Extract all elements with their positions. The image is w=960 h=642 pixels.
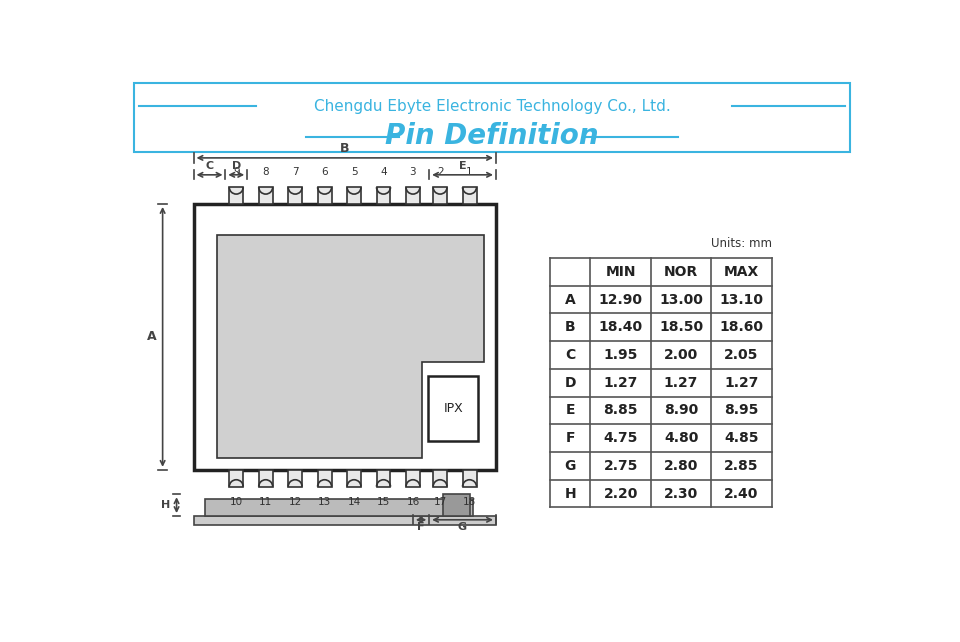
Bar — [433, 187, 447, 204]
Text: 11: 11 — [259, 497, 273, 507]
Bar — [428, 376, 478, 441]
Bar — [288, 470, 302, 487]
Text: A: A — [147, 331, 156, 343]
Text: 1.95: 1.95 — [604, 348, 637, 362]
Bar — [406, 470, 420, 487]
Text: 9: 9 — [233, 167, 240, 177]
Text: 8.95: 8.95 — [725, 403, 758, 417]
Bar — [229, 187, 243, 204]
Text: D: D — [231, 160, 241, 171]
Bar — [259, 470, 273, 487]
Bar — [463, 187, 476, 204]
Text: 18.60: 18.60 — [720, 320, 763, 334]
Bar — [444, 494, 470, 516]
Bar — [376, 187, 391, 204]
Text: 3: 3 — [410, 167, 417, 177]
Text: 15: 15 — [377, 497, 390, 507]
Text: MIN: MIN — [606, 265, 636, 279]
Bar — [463, 470, 476, 487]
Bar — [259, 187, 273, 204]
Text: A: A — [564, 293, 576, 307]
Bar — [205, 499, 472, 516]
Text: H: H — [161, 500, 170, 510]
Text: Pin Definition: Pin Definition — [385, 121, 599, 150]
Text: Units: mm: Units: mm — [710, 238, 772, 250]
Text: NOR: NOR — [664, 265, 698, 279]
Text: 2.80: 2.80 — [664, 459, 698, 473]
Text: 4.85: 4.85 — [724, 431, 758, 445]
Text: F: F — [565, 431, 575, 445]
Text: B: B — [565, 320, 576, 334]
Text: IPX: IPX — [444, 402, 463, 415]
Text: 8.85: 8.85 — [604, 403, 637, 417]
Text: 1.27: 1.27 — [664, 376, 698, 390]
Text: MAX: MAX — [724, 265, 759, 279]
Text: 2.05: 2.05 — [725, 348, 758, 362]
Text: 2.85: 2.85 — [724, 459, 758, 473]
Text: C: C — [205, 160, 213, 171]
Text: 13.00: 13.00 — [660, 293, 703, 307]
Text: 1.27: 1.27 — [604, 376, 637, 390]
Text: 4: 4 — [380, 167, 387, 177]
Text: 12.90: 12.90 — [599, 293, 642, 307]
Text: 18.40: 18.40 — [599, 320, 642, 334]
Text: 2.20: 2.20 — [604, 487, 637, 501]
Text: 8.90: 8.90 — [664, 403, 698, 417]
Text: 6: 6 — [322, 167, 328, 177]
Text: 2.40: 2.40 — [725, 487, 758, 501]
Text: 14: 14 — [348, 497, 361, 507]
Bar — [348, 187, 361, 204]
Bar — [406, 187, 420, 204]
Text: 10: 10 — [229, 497, 243, 507]
Text: 2.00: 2.00 — [664, 348, 698, 362]
Text: 18: 18 — [463, 497, 476, 507]
Text: D: D — [564, 376, 576, 390]
Text: 4.80: 4.80 — [664, 431, 698, 445]
Polygon shape — [217, 235, 484, 458]
Text: 8: 8 — [262, 167, 269, 177]
Text: 17: 17 — [434, 497, 446, 507]
Text: B: B — [340, 142, 349, 155]
Text: G: G — [564, 459, 576, 473]
Text: F: F — [418, 523, 425, 532]
Bar — [318, 470, 331, 487]
Text: 2: 2 — [437, 167, 444, 177]
Text: 16: 16 — [406, 497, 420, 507]
Text: 1.27: 1.27 — [725, 376, 758, 390]
Bar — [433, 470, 447, 487]
Text: E: E — [459, 160, 467, 171]
Text: 4.75: 4.75 — [604, 431, 637, 445]
Text: C: C — [565, 348, 575, 362]
Bar — [376, 470, 391, 487]
Text: Chengdu Ebyte Electronic Technology Co., Ltd.: Chengdu Ebyte Electronic Technology Co.,… — [314, 99, 670, 114]
Bar — [348, 470, 361, 487]
Bar — [194, 204, 496, 470]
Bar — [134, 83, 850, 153]
Text: 18.50: 18.50 — [659, 320, 703, 334]
Text: 2.30: 2.30 — [664, 487, 698, 501]
Text: 5: 5 — [350, 167, 357, 177]
Text: 13: 13 — [318, 497, 331, 507]
Text: 1: 1 — [467, 167, 473, 177]
Bar — [194, 516, 496, 525]
Text: 13.10: 13.10 — [720, 293, 763, 307]
Text: 12: 12 — [289, 497, 301, 507]
Text: E: E — [565, 403, 575, 417]
Bar — [318, 187, 331, 204]
Text: 2.75: 2.75 — [604, 459, 637, 473]
Bar — [288, 187, 302, 204]
Text: G: G — [458, 523, 468, 532]
Text: H: H — [564, 487, 576, 501]
Text: 7: 7 — [292, 167, 299, 177]
Bar — [229, 470, 243, 487]
